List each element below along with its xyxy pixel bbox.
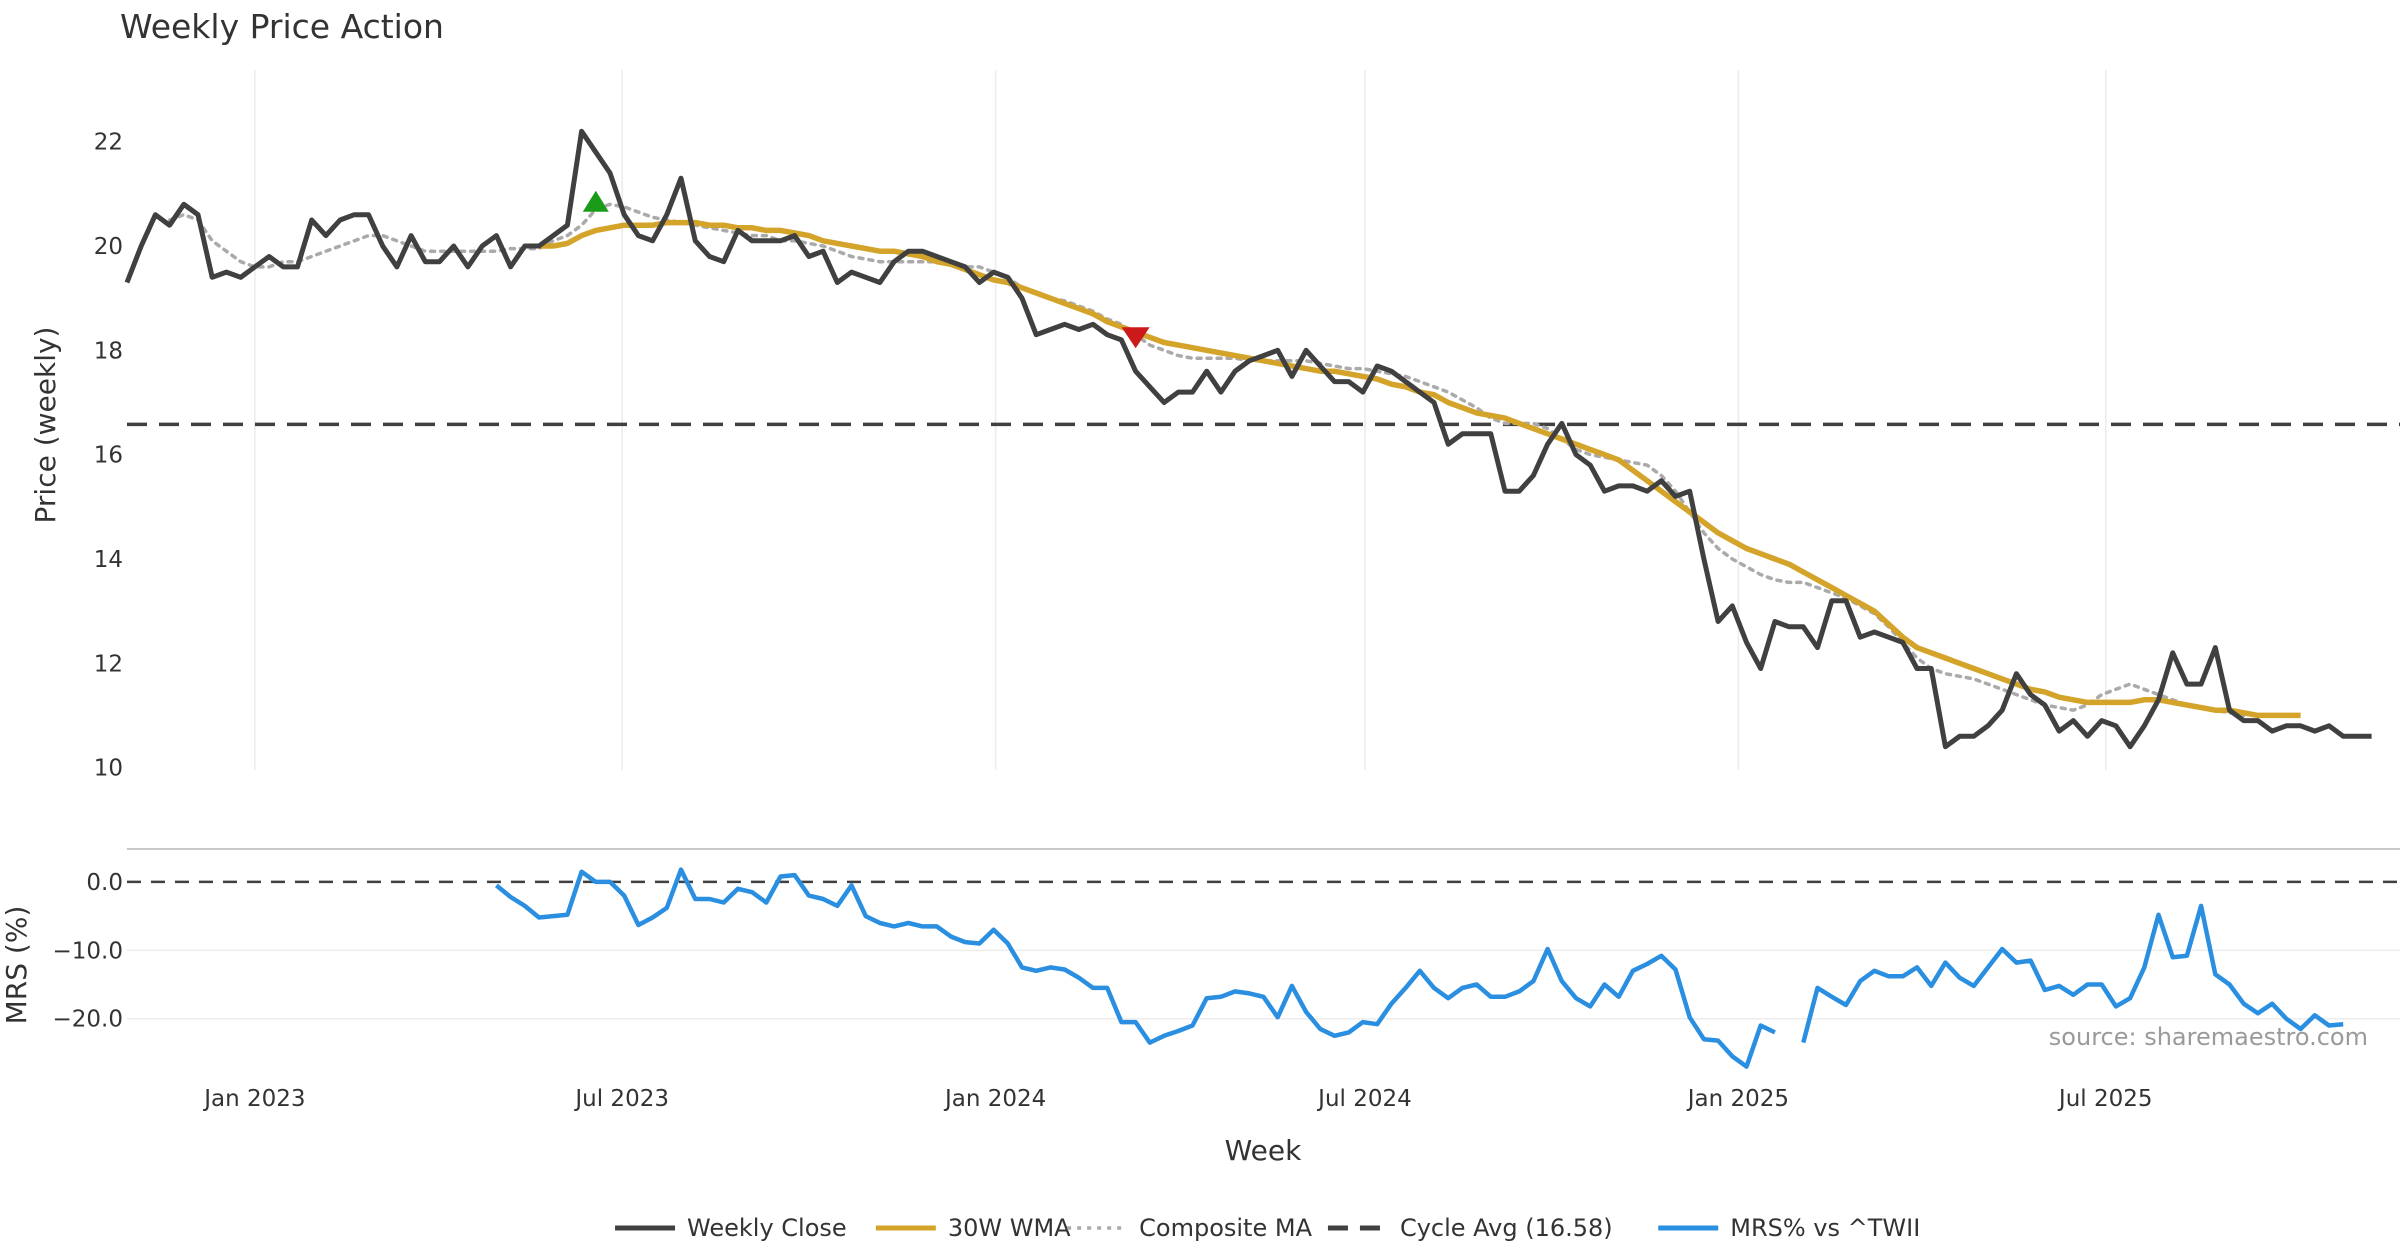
price-series-layer bbox=[124, 128, 2372, 750]
mrs-series-layer bbox=[494, 867, 2344, 1069]
legend-item: MRS% vs ^TWII bbox=[1658, 1214, 1920, 1242]
mrs-grid bbox=[127, 880, 2400, 1020]
mrs-y-tick-label: −20.0 bbox=[53, 1007, 123, 1033]
mrs-y-ticks: 0.0 −10.0 −20.0 bbox=[53, 870, 123, 1033]
price-y-tick-label: 16 bbox=[94, 443, 123, 469]
x-tick-label: Jul 2024 bbox=[1316, 1086, 1412, 1112]
price-y-tick-label: 12 bbox=[94, 651, 123, 677]
x-tick-label: Jan 2023 bbox=[202, 1086, 305, 1112]
x-tick-label: Jan 2025 bbox=[1686, 1086, 1789, 1112]
x-tick-label: Jul 2025 bbox=[2057, 1086, 2153, 1112]
x-axis-ticks: Jan 2023 Jul 2023 Jan 2024 Jul 2024 Jan 2025… bbox=[202, 1086, 2152, 1112]
price-grid bbox=[254, 70, 2107, 770]
mrs-line bbox=[494, 867, 2344, 1069]
x-axis-label: Week bbox=[1225, 1134, 1302, 1167]
source-credit: source: sharemaestro.com bbox=[2049, 1023, 2368, 1051]
sell-signal-marker bbox=[1121, 327, 1150, 349]
x-tick-label: Jul 2023 bbox=[573, 1086, 669, 1112]
price-y-tick-label: 10 bbox=[94, 756, 123, 782]
price-y-tick-label: 14 bbox=[94, 547, 123, 573]
legend-label: Weekly Close bbox=[687, 1214, 847, 1242]
legend-item: Weekly Close bbox=[615, 1214, 847, 1242]
legend-item: 30W WMA bbox=[875, 1214, 1071, 1242]
legend-label: MRS% vs ^TWII bbox=[1730, 1214, 1920, 1242]
legend-label: Composite MA bbox=[1139, 1214, 1312, 1242]
price-y-tick-label: 20 bbox=[94, 234, 123, 260]
composite-ma-line bbox=[167, 202, 2246, 718]
buy-signal-marker bbox=[582, 190, 609, 212]
chart-title: Weekly Price Action bbox=[120, 7, 444, 46]
legend-item: Composite MA bbox=[1067, 1214, 1313, 1242]
mrs-y-axis-label: MRS (%) bbox=[0, 906, 33, 1025]
x-tick-label: Jan 2024 bbox=[943, 1086, 1046, 1112]
legend-item: Cycle Avg (16.58) bbox=[1327, 1214, 1613, 1242]
legend-label: Cycle Avg (16.58) bbox=[1400, 1214, 1613, 1242]
price-y-ticks: 10 12 14 16 18 20 22 bbox=[94, 130, 123, 782]
legend-label: 30W WMA bbox=[948, 1214, 1071, 1242]
signal-markers bbox=[582, 190, 1150, 349]
price-y-tick-label: 22 bbox=[94, 130, 123, 156]
price-y-axis-label: Price (weekly) bbox=[29, 327, 62, 524]
mrs-y-tick-label: −10.0 bbox=[53, 938, 123, 964]
price-y-tick-label: 18 bbox=[94, 338, 123, 364]
mrs-y-tick-label: 0.0 bbox=[86, 870, 123, 896]
weekly-close-line bbox=[124, 128, 2372, 750]
chart-legend: Weekly Close 30W WMA Composite MA Cycle Avg… bbox=[615, 1214, 1920, 1242]
